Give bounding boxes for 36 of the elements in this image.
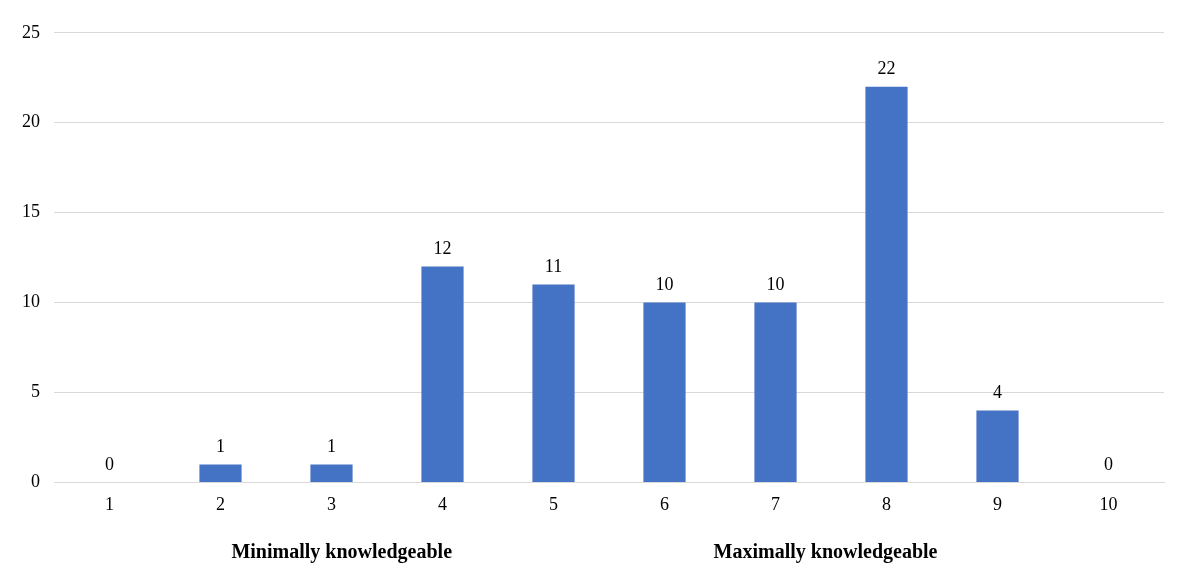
data-label: 11 — [544, 256, 563, 277]
data-label: 22 — [877, 58, 896, 79]
data-label: 0 — [1104, 454, 1113, 475]
data-label: 1 — [327, 436, 336, 457]
x-tick-label: 1 — [105, 493, 114, 514]
x-tick-label: 10 — [1099, 493, 1118, 514]
x-tick-label: 2 — [216, 493, 225, 514]
bar — [754, 302, 797, 482]
x-tick-label: 9 — [993, 493, 1002, 514]
x-tick-label: 7 — [771, 493, 780, 514]
data-label: 0 — [105, 454, 114, 475]
x-tick-label: 4 — [438, 493, 447, 514]
x-tick-label: 8 — [882, 493, 891, 514]
bar — [421, 266, 464, 482]
y-tick-label: 5 — [31, 381, 40, 402]
data-label: 10 — [766, 274, 785, 295]
x-tick-label: 5 — [549, 493, 558, 514]
bar — [976, 410, 1019, 482]
bar — [310, 464, 353, 482]
text: Maximally knowledgeable — [713, 540, 938, 563]
bar — [532, 284, 575, 482]
y-tick-label: 25 — [22, 21, 40, 42]
bar — [643, 302, 686, 482]
data-label: 12 — [433, 238, 452, 259]
x-tick-label: 6 — [660, 493, 669, 514]
data-label: 4 — [993, 382, 1002, 403]
data-label: 1 — [216, 436, 225, 457]
data-label: 10 — [655, 274, 674, 295]
text: Minimally knowledgeable — [231, 540, 453, 563]
bar — [865, 86, 908, 482]
x-tick-label: 3 — [327, 493, 336, 514]
y-tick-label: 10 — [22, 291, 40, 312]
bar — [199, 464, 242, 482]
y-tick-label: 20 — [22, 111, 40, 132]
y-tick-label: 0 — [31, 471, 40, 492]
y-tick-label: 15 — [22, 201, 40, 222]
